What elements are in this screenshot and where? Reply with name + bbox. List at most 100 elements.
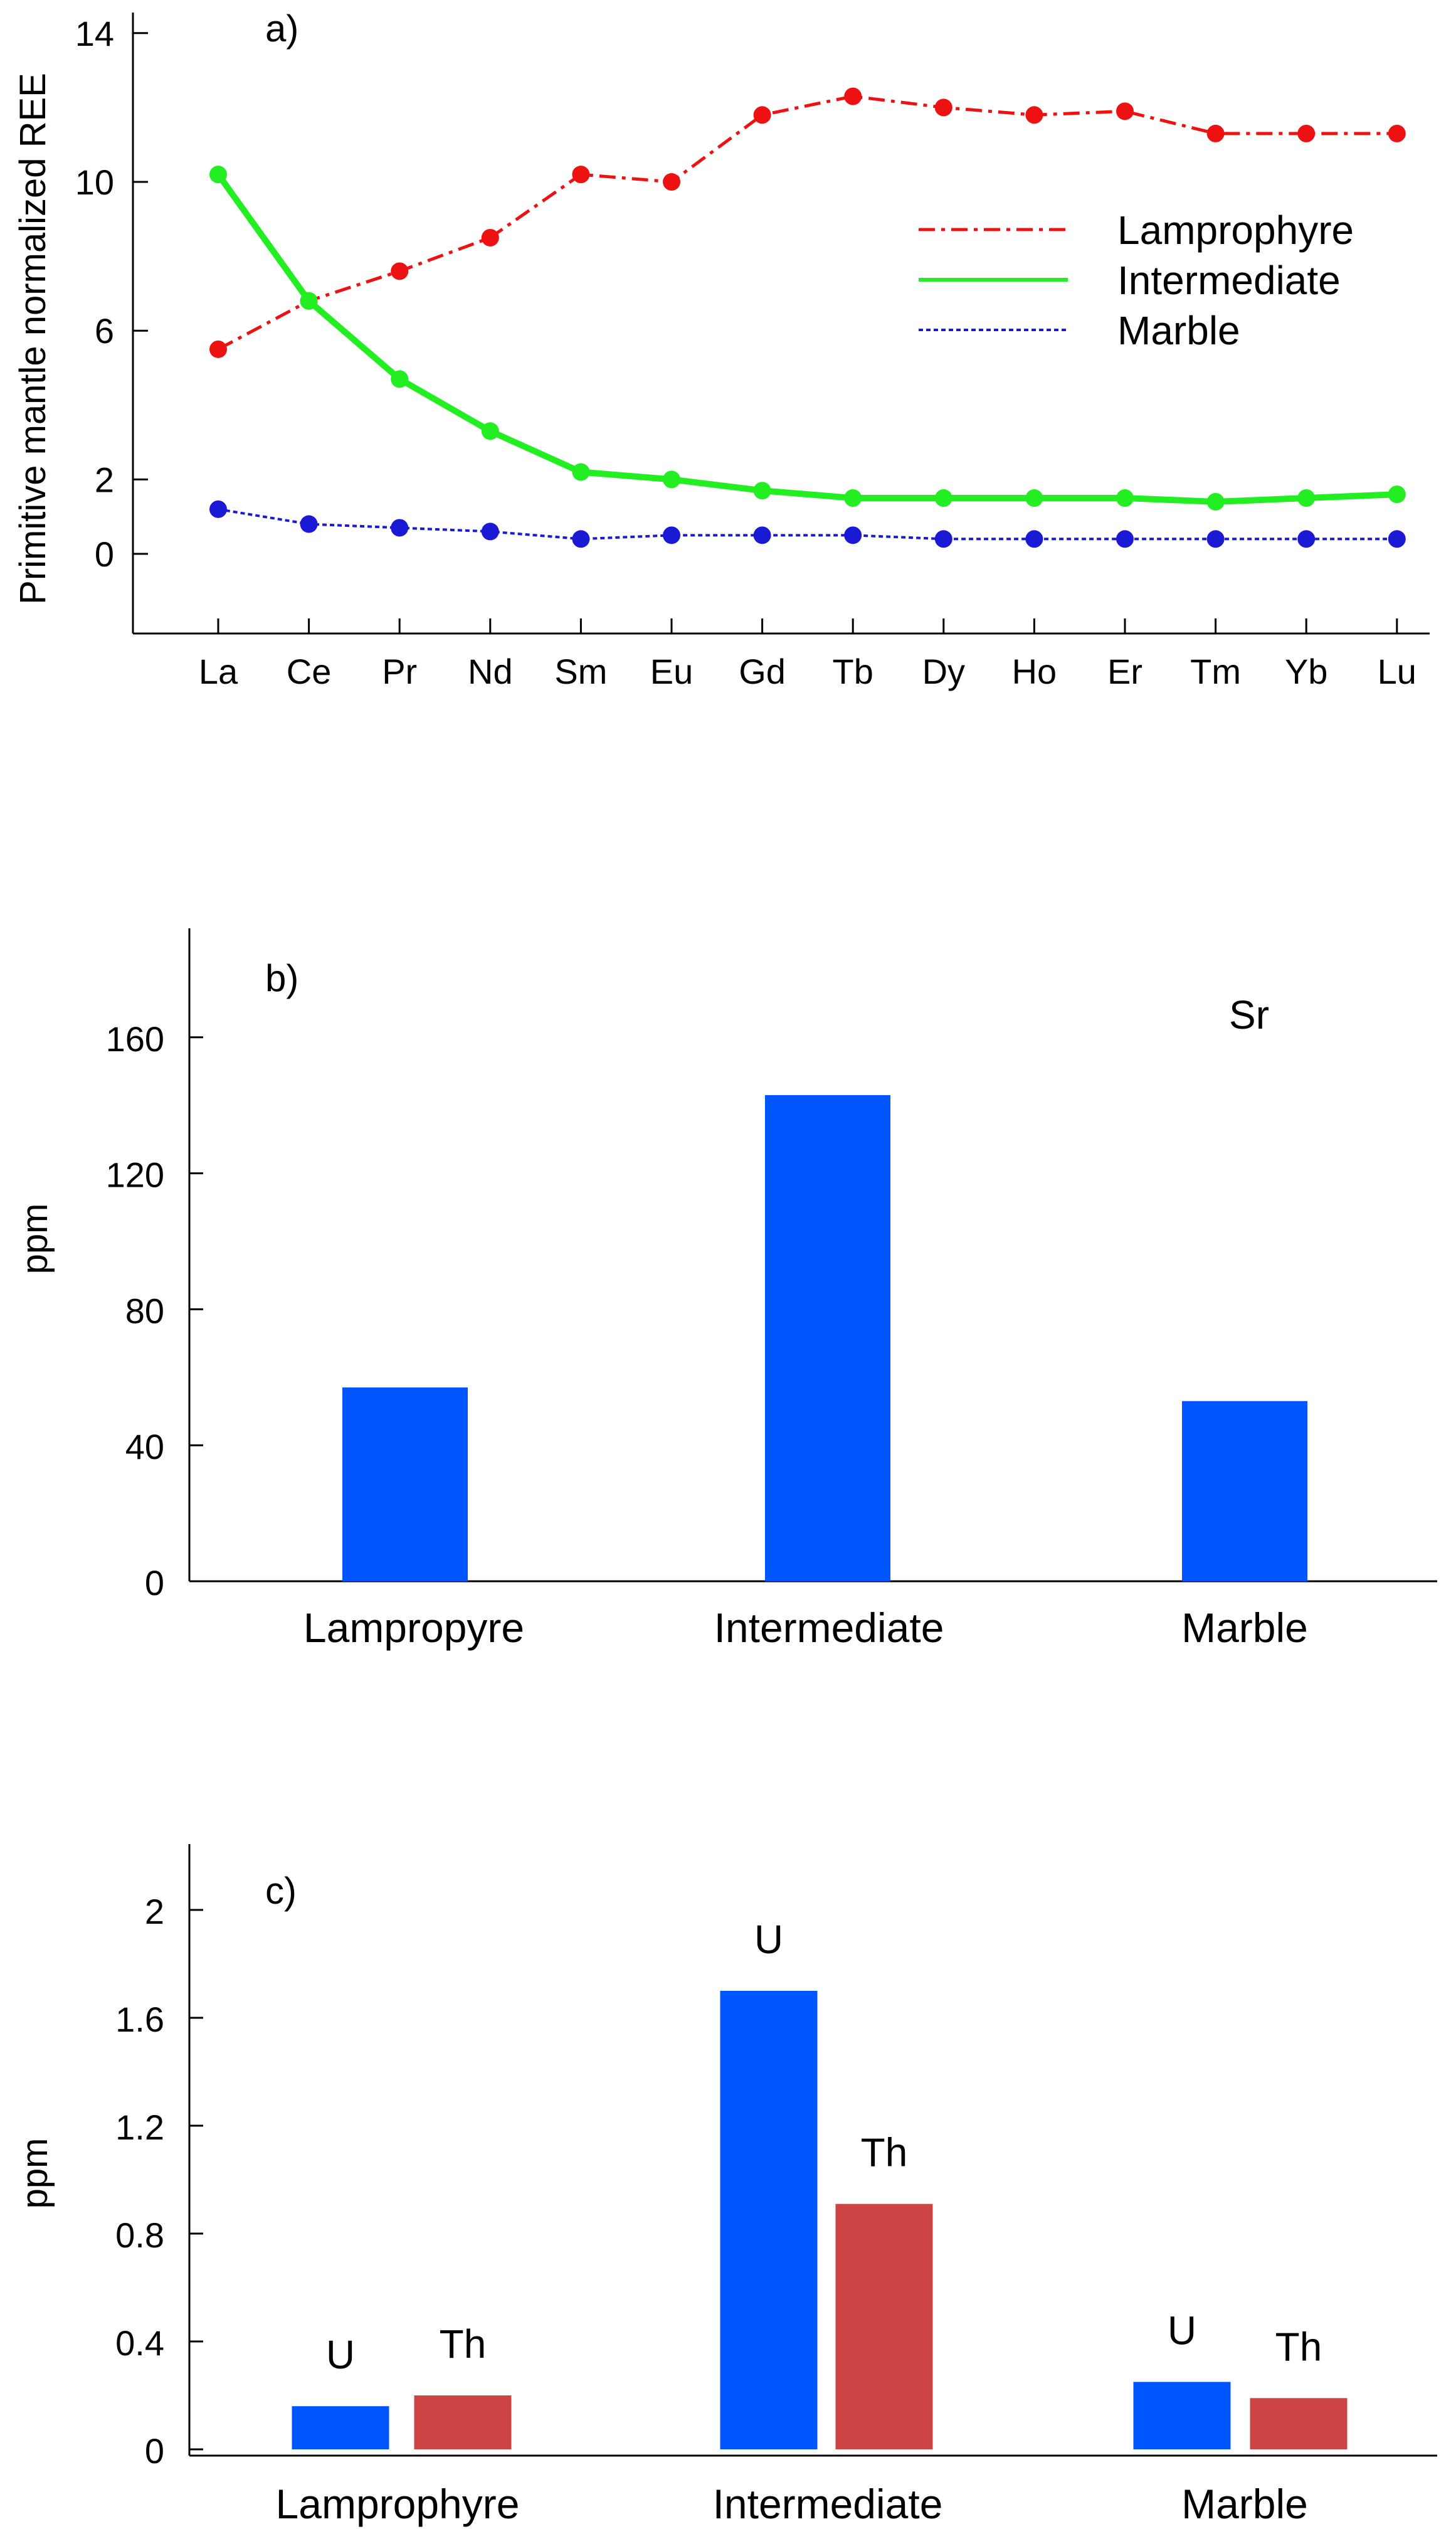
panel-c-bars: U U U Th Th Th xyxy=(292,1917,1348,2449)
y-tick-label: 14 xyxy=(75,14,114,53)
data-point-lamprophyre-pr xyxy=(391,262,409,280)
data-point-marble-sm xyxy=(572,530,590,548)
bar-label-u-lamprophyre: U xyxy=(326,2332,355,2377)
data-point-intermediate-ho xyxy=(1025,489,1043,507)
panel-b-sr-bar-chart: b) Sr ppm 0 40 80 120 160 Lampropyre Intermedi… xyxy=(14,928,1437,1651)
y-tick-label: 120 xyxy=(106,1155,164,1195)
data-point-lamprophyre-lu xyxy=(1388,124,1406,142)
bar-th-marble xyxy=(1250,2398,1348,2449)
y-tick-label: 10 xyxy=(75,162,114,202)
bar-u-lamprophyre xyxy=(292,2406,389,2449)
data-point-intermediate-lu xyxy=(1388,485,1406,504)
data-point-lamprophyre-sm xyxy=(572,166,590,184)
data-point-marble-gd xyxy=(753,526,771,544)
x-tick-label-tb: Tb xyxy=(833,652,873,691)
data-point-intermediate-pr xyxy=(391,370,409,388)
x-tick-label-er: Er xyxy=(1107,652,1142,691)
y-tick-label: 2 xyxy=(95,460,114,499)
bar-u-intermediate xyxy=(720,1991,818,2449)
bar-label-u-intermediate: U xyxy=(754,1917,783,1962)
y-tick-label: 0 xyxy=(95,534,114,574)
data-point-intermediate-dy xyxy=(934,489,952,507)
x-category-label-lampropyre: Lampropyre xyxy=(303,1604,524,1651)
panel-b-y-axis-title: ppm xyxy=(14,1204,55,1275)
panel-a-legend: Lamprophyre Intermediate Marble xyxy=(919,208,1354,353)
y-tick-label: 0.4 xyxy=(115,2323,164,2363)
x-tick-label-yb: Yb xyxy=(1285,652,1328,691)
x-tick-label-ho: Ho xyxy=(1012,652,1057,691)
y-tick-label: 160 xyxy=(106,1019,164,1059)
panel-c-label: c) xyxy=(265,1870,297,1912)
data-point-marble-eu xyxy=(663,526,680,544)
bar-sr-lampropyre xyxy=(342,1387,468,1581)
bar-label-th-marble: Th xyxy=(1275,2324,1322,2369)
bar-label-th-intermediate: Th xyxy=(861,2130,908,2175)
y-tick-label: 0 xyxy=(145,2431,164,2471)
bar-sr-marble xyxy=(1182,1401,1307,1581)
panel-c-y-axis-title: ppm xyxy=(14,2138,55,2209)
x-tick-label-gd: Gd xyxy=(739,652,786,691)
panel-a-ree-line-chart: a) Primitive mantle normalized REE 0 2 6 10… xyxy=(13,8,1430,691)
y-tick-label: 6 xyxy=(95,311,114,351)
bar-label-th-lamprophyre: Th xyxy=(440,2321,487,2367)
x-tick-label-dy: Dy xyxy=(922,652,965,691)
bar-label-u-marble: U xyxy=(1168,2308,1196,2353)
data-point-marble-er xyxy=(1116,530,1134,548)
data-point-intermediate-tb xyxy=(844,489,862,507)
panel-a-label: a) xyxy=(265,8,298,50)
x-tick-label-la: La xyxy=(199,652,238,691)
data-point-intermediate-tm xyxy=(1206,492,1225,511)
data-point-intermediate-er xyxy=(1116,489,1134,507)
x-tick-label-tm: Tm xyxy=(1190,652,1241,691)
panel-b-label: b) xyxy=(265,957,298,999)
series-line-intermediate xyxy=(215,172,1398,505)
x-category-label-intermediate: Intermediate xyxy=(714,1604,944,1651)
legend-label-lamprophyre: Lamprophyre xyxy=(1117,208,1354,253)
data-point-intermediate-eu xyxy=(663,470,680,489)
data-point-marble-lu xyxy=(1388,530,1406,548)
y-tick-label: 80 xyxy=(125,1291,164,1330)
legend-label-intermediate: Intermediate xyxy=(1117,258,1341,303)
panel-b-bars xyxy=(342,1095,1307,1581)
x-tick-label-pr: Pr xyxy=(382,652,417,691)
panel-c-axes: 0 0.4 0.8 1.2 1.6 2 Lamprophyre Intermediate Mar… xyxy=(115,1844,1437,2527)
y-tick-label: 2 xyxy=(145,1892,164,1931)
bar-th-intermediate xyxy=(835,2203,933,2449)
data-point-lamprophyre-tb xyxy=(844,87,862,105)
data-point-lamprophyre-eu xyxy=(663,173,680,191)
y-tick-label: 0.8 xyxy=(115,2215,164,2255)
data-point-marble-pr xyxy=(391,519,409,537)
panel-c-u-th-bar-chart: c) ppm 0 0.4 0.8 1.2 1.6 2 Lamprophyre Intermed… xyxy=(14,1844,1437,2527)
y-tick-label: 0 xyxy=(145,1563,164,1603)
data-point-marble-ho xyxy=(1025,530,1043,548)
data-point-intermediate-nd xyxy=(481,422,499,440)
data-point-intermediate-yb xyxy=(1297,489,1316,507)
x-tick-label-lu: Lu xyxy=(1378,652,1416,691)
data-point-lamprophyre-tm xyxy=(1206,124,1225,142)
data-point-marble-la xyxy=(209,500,227,518)
data-point-intermediate-ce xyxy=(300,292,318,310)
data-point-lamprophyre-dy xyxy=(934,98,952,117)
bar-u-marble xyxy=(1133,2382,1231,2449)
data-point-intermediate-sm xyxy=(572,463,590,481)
data-point-intermediate-la xyxy=(209,166,227,184)
data-point-intermediate-gd xyxy=(753,482,771,500)
y-tick-label: 1.6 xyxy=(115,2000,164,2039)
x-category-label-marble: Marble xyxy=(1181,2481,1308,2527)
data-point-lamprophyre-la xyxy=(209,340,227,358)
data-point-lamprophyre-yb xyxy=(1297,124,1316,142)
data-point-lamprophyre-nd xyxy=(481,228,499,247)
x-category-label-intermediate: Intermediate xyxy=(713,2481,943,2527)
series-line-marble xyxy=(218,507,1397,541)
series-line-lamprophyre xyxy=(217,95,1397,351)
x-tick-label-nd: Nd xyxy=(468,652,513,691)
y-tick-label: 40 xyxy=(125,1427,164,1466)
x-category-label-marble: Marble xyxy=(1181,1604,1308,1651)
panel-a-axes: 0 2 6 10 14 La Ce Pr Nd Sm Eu Gd Tb Dy Ho Er Tm Yb Lu xyxy=(75,13,1430,691)
bar-sr-intermediate xyxy=(765,1095,890,1581)
data-point-marble-dy xyxy=(934,530,952,548)
x-tick-label-sm: Sm xyxy=(554,652,607,691)
panel-b-sr-annotation: Sr xyxy=(1229,992,1269,1037)
data-point-lamprophyre-ho xyxy=(1025,106,1043,124)
